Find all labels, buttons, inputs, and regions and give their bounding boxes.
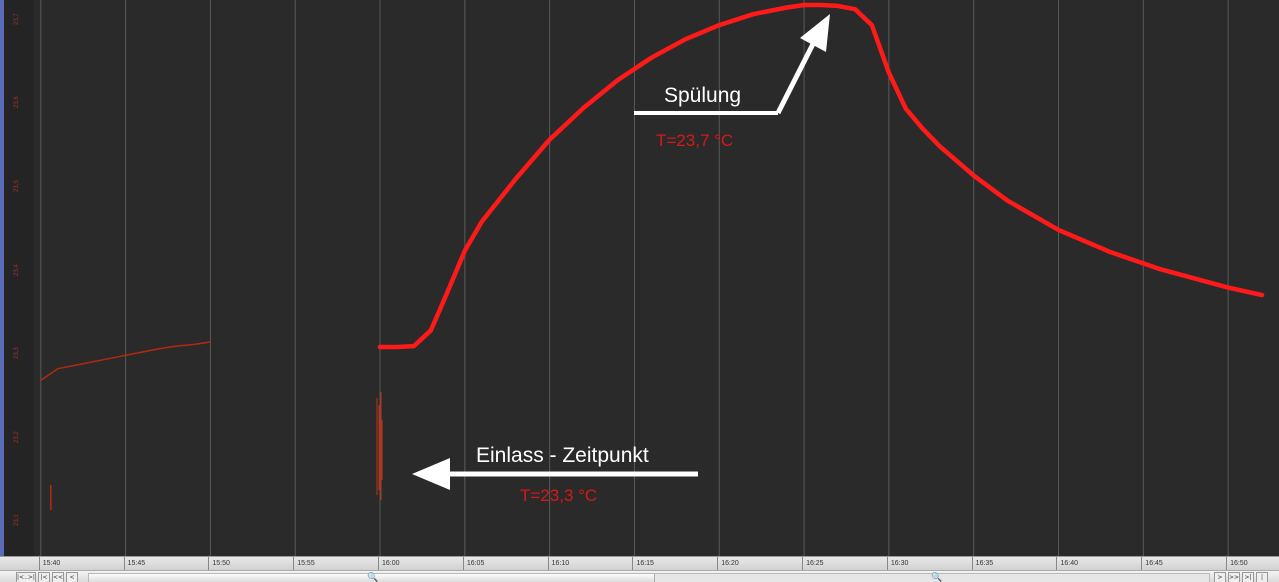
- scroll-track[interactable]: 🔍 🔍: [88, 572, 1210, 582]
- y-tick-label: 23,2: [14, 431, 20, 443]
- x-tick-label: 16:25: [802, 557, 824, 571]
- zoom-all-button[interactable]: |<..>|: [16, 572, 36, 582]
- step-forward-button[interactable]: >: [1214, 572, 1226, 582]
- y-tick-label: 23,3: [14, 347, 20, 360]
- x-tick-label: 15:40: [38, 557, 60, 571]
- y-tick-label: 23,1: [14, 514, 20, 527]
- x-tick-label: 16:50: [1226, 557, 1248, 571]
- x-tick-label: 16:15: [632, 557, 654, 571]
- y-tick-label: 23,7: [14, 13, 20, 25]
- einlass-temperature: T=23,3 °C: [520, 486, 598, 505]
- time-scrollbar[interactable]: |<..>| |< << < 🔍 🔍 > >> >| |<>|: [0, 570, 1279, 582]
- series-layer: [40, 2, 1265, 510]
- x-tick-label: 16:00: [378, 557, 400, 571]
- x-tick-label: 16:30: [886, 557, 908, 571]
- spuelung-label: Spülung: [664, 84, 742, 107]
- einlass-label: Einlass - Zeitpunkt: [476, 444, 649, 467]
- magnifier-icon: 🔍: [931, 572, 943, 582]
- x-tick-label: 16:10: [547, 557, 569, 571]
- x-tick-label: 16:05: [462, 557, 484, 571]
- spuelung-arrowhead: [800, 14, 830, 52]
- x-tick-label: 16:40: [1056, 557, 1078, 571]
- scroll-thumb[interactable]: 🔍: [89, 572, 655, 582]
- y-tick-label: 23,5: [14, 180, 20, 192]
- page-back-button[interactable]: <<: [52, 572, 64, 582]
- annotation-arrows: [412, 14, 830, 490]
- window-left-edge: [0, 0, 4, 556]
- x-tick-label: 16:45: [1141, 557, 1163, 571]
- plot-area: [40, 0, 1265, 556]
- einlass-arrowhead: [412, 458, 450, 490]
- spuelung-temperature: T=23,7 °C: [656, 131, 734, 150]
- y-tick-label: 23,4: [14, 263, 20, 276]
- series-line-2: [377, 2, 1265, 350]
- step-back-button[interactable]: <: [66, 572, 78, 582]
- time-axis: 15:40 15:45 15:50 15:55 16:00 16:05 16:10 16:15…: [0, 556, 1279, 571]
- x-tick-label: 16:20: [717, 557, 739, 571]
- grid-lines: [40, 0, 1229, 556]
- x-tick-label: 15:45: [123, 557, 145, 571]
- x-tick-label: 15:55: [293, 557, 315, 571]
- magnifier-icon: 🔍: [367, 572, 379, 582]
- y-tick-label: 23,6: [14, 96, 20, 109]
- page-forward-button[interactable]: >>: [1228, 572, 1240, 582]
- y-axis-panel: [4, 0, 34, 556]
- last-page-button[interactable]: >|: [1242, 572, 1254, 582]
- spuelung-arrow-shaft: [775, 38, 818, 115]
- series-line-1: [40, 341, 212, 382]
- x-tick-label: 15:50: [208, 557, 230, 571]
- first-page-button[interactable]: |<: [38, 572, 50, 582]
- zoom-fit-button[interactable]: |<>|: [1256, 572, 1268, 582]
- x-tick-label: 16:35: [971, 557, 993, 571]
